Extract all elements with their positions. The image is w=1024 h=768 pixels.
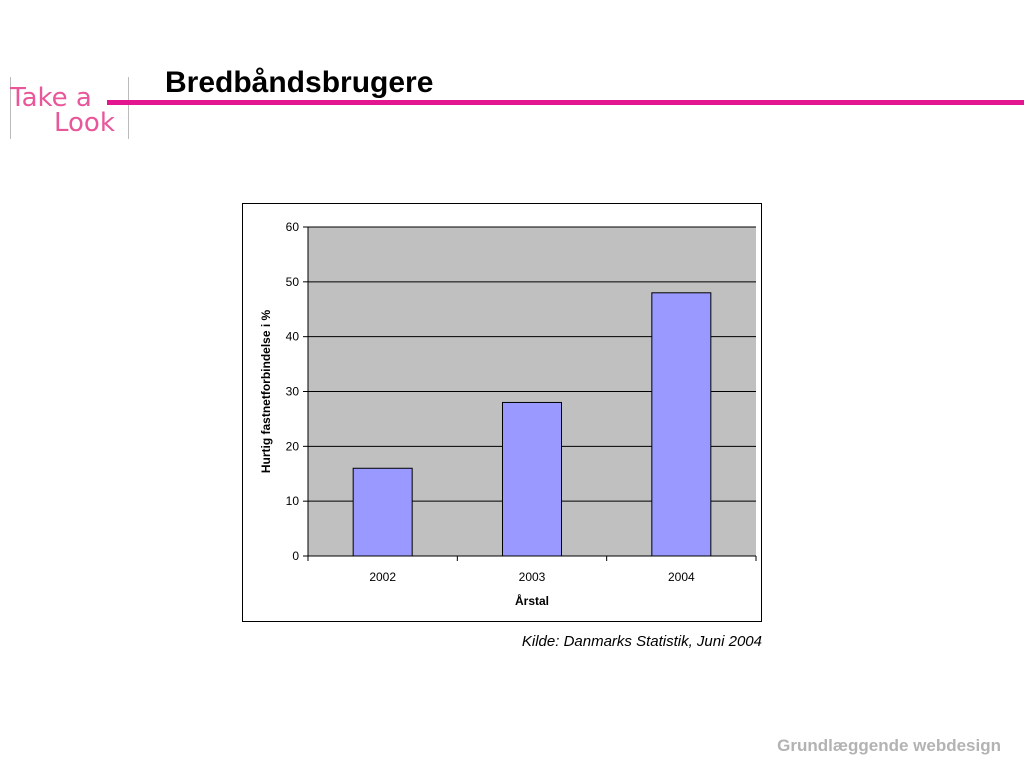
x-tick-label: 2003 — [519, 570, 546, 584]
bar-chart: 0 10 20 30 40 50 60 2002 2003 2004 Årstal Hurtig fa… — [259, 220, 757, 608]
footer-text: Grundlæggende webdesign — [777, 736, 1001, 755]
y-tick-label: 40 — [286, 330, 300, 344]
y-tick-label: 30 — [286, 385, 300, 399]
page-title: Bredbåndsbrugere — [165, 66, 434, 99]
bar — [502, 401, 562, 557]
source-note: Kilde: Danmarks Statistik, Juni 2004 — [521, 633, 762, 650]
x-tick-label: 2004 — [668, 570, 695, 584]
bar — [651, 292, 712, 557]
logo-frame-left — [10, 77, 11, 139]
y-tick-label: 60 — [286, 220, 300, 234]
bar — [352, 467, 413, 557]
y-tick-label: 20 — [286, 439, 300, 453]
y-tick-label: 0 — [292, 549, 299, 563]
logo: Take a Look — [10, 77, 130, 139]
y-axis-title: Hurtig fastnetforbindelse i % — [259, 310, 273, 474]
y-tick-label: 10 — [286, 494, 300, 508]
logo-frame-right — [128, 77, 129, 139]
chart-container: 0 10 20 30 40 50 60 2002 2003 2004 Årstal Hurtig fa… — [242, 203, 762, 622]
logo-text-line1: Take a — [10, 83, 92, 113]
x-tick-label: 2002 — [369, 570, 396, 584]
x-axis-title: Årstal — [515, 593, 549, 608]
logo-text-line2: Look — [54, 108, 115, 138]
y-tick-label: 50 — [286, 275, 300, 289]
title-underline — [107, 100, 1024, 105]
